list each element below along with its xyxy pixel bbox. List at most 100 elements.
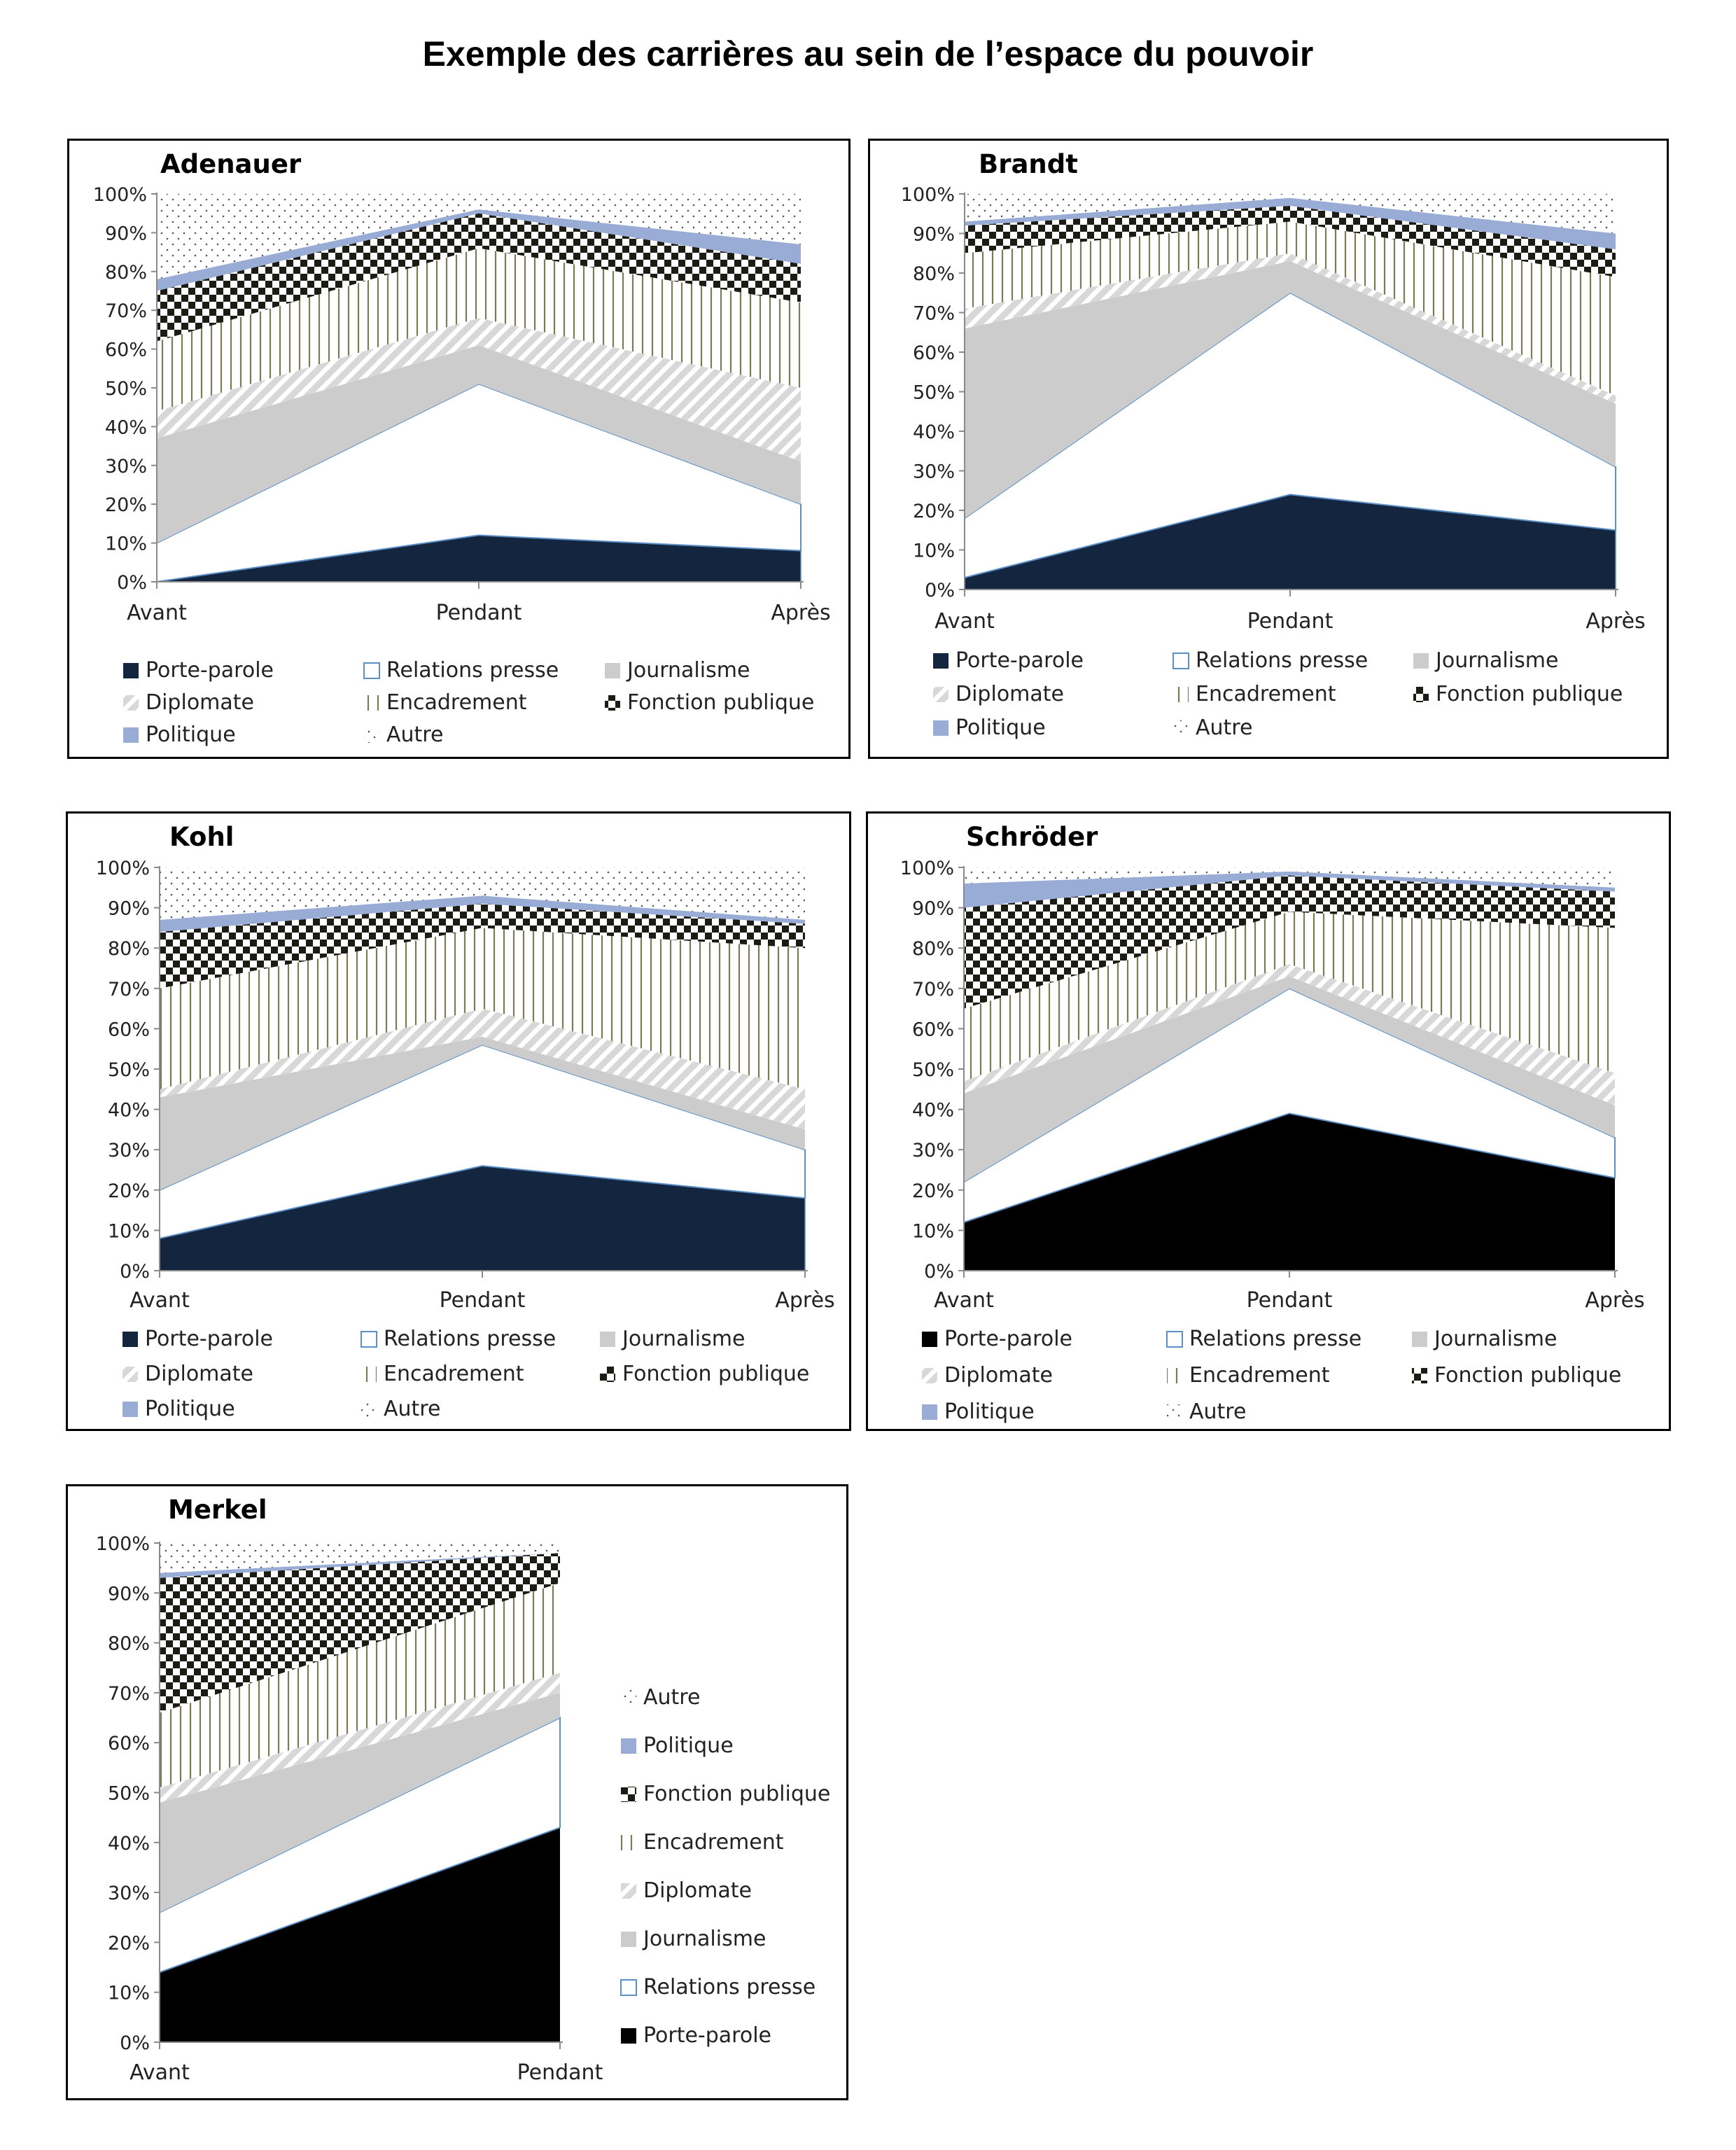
legend-label-porte-parole: Porte-parole [145,1327,273,1351]
y-tick-label: 30% [108,1883,150,1904]
y-tick-label: 60% [913,342,955,364]
legend-label-diplomate: Diplomate [146,690,254,715]
legend-label-porte-parole: Porte-parole [146,658,274,683]
area-politique [965,197,1616,250]
area-journalisme [157,345,801,543]
y-tick-label: 30% [913,461,955,483]
x-tick-label-avant: Avant [934,609,995,634]
y-tick-label: 40% [912,1100,954,1122]
legend-label-fonction-publique: Fonction publique [643,1782,830,1806]
y-tick-label: 90% [912,898,954,920]
legend-swatch-porte-parole [933,653,948,669]
legend-label-encadrement: Encadrement [384,1362,524,1386]
page-title: Exemple des carrières au sein de l’espac… [422,34,1314,74]
legend-swatch-encadrement [1167,1368,1182,1383]
legend-label-autre: Autre [1189,1399,1246,1424]
area-fonction-publique [157,213,801,342]
legend-swatch-diplomate [933,687,948,702]
chart-panel-adenauer: Adenauer 0% 10% 20% 30% 40% 50% 60% 70% 80% 90% 100… [67,139,850,759]
legend-swatch-encadrement [621,1835,636,1850]
y-tick-label: 100% [96,858,150,879]
y-tick-label: 0% [924,1261,954,1283]
legend-swatch-politique [922,1404,937,1420]
y-tick-label: 100% [93,184,147,206]
y-tick-label: 20% [912,1180,954,1202]
area-politique [964,871,1615,908]
area-autre [964,867,1615,888]
area-encadrement [157,248,801,412]
area-journalisme [160,1036,805,1190]
chart-title-merkel: Merkel [168,1495,267,1525]
legend-label-relations-presse: Relations presse [1189,1327,1362,1351]
legend-swatch-relations-presse [1166,1331,1183,1348]
legend-label-politique: Politique [643,1733,734,1758]
legend-label-relations-presse: Relations presse [384,1327,556,1351]
chart-title-adenauer: Adenauer [160,149,302,179]
legend: Porte-parole Relations presse Journalisme D… [123,658,814,747]
legend-label-diplomate: Diplomate [643,1878,752,1903]
area-autre [965,194,1616,234]
x-tick-label-pendant: Pendant [440,1288,526,1313]
legend-label-fonction-publique: Fonction publique [622,1362,809,1386]
area-series-group [156,194,802,583]
y-tick-label: 60% [108,1733,150,1754]
legend-swatch-autre [364,727,379,743]
y-tick-label: 60% [105,340,147,361]
chart-title-schroeder: Schröder [966,822,1098,852]
y-tick-label: 30% [108,1140,150,1161]
chart-panel-schroeder: Schröder 0% 10% 20% 30% 40% 50% 60% 70% 80% 90% 100… [866,811,1671,1431]
y-tick-label: 50% [105,378,147,400]
legend-label-autre: Autre [643,1685,700,1710]
chart-panel-brandt: Brandt 0% 10% 20% 30% 40% 50% 60% 70% 80% 90% 100% A… [868,139,1669,759]
area-series-group [964,194,1616,590]
y-tick-label: 20% [105,494,147,516]
y-tick-label: 90% [105,223,147,244]
y-tick-label: 40% [105,417,147,438]
area-fonction-publique [964,875,1615,1009]
y-tick-label: 0% [120,1261,150,1283]
x-tick-label-avant: Avant [130,2060,190,2085]
y-tick-label: 50% [108,1059,150,1081]
y-tick-label: 0% [120,2032,150,2054]
area-porte-parole [964,1113,1615,1271]
legend-swatch-encadrement [361,1367,377,1382]
y-tick-label: 100% [901,184,955,206]
legend-label-relations-presse: Relations presse [1196,648,1368,673]
legend-swatch-autre [1173,720,1189,736]
y-tick-label: 20% [108,1932,150,1954]
legend-label-relations-presse: Relations presse [386,658,559,683]
chart-svg-kohl: Kohl 0% 10% 20% 30% 40% 50% 60% 70% 80% 90% 100% Ava… [96,822,835,1421]
legend-swatch-fonction-publique [1413,687,1429,702]
y-tick-label: 60% [108,1019,150,1040]
legend-label-autre: Autre [1196,715,1252,740]
legend-swatch-politique [621,1738,636,1754]
chart-title-kohl: Kohl [169,822,234,852]
y-tick-label: 80% [912,938,954,960]
x-tick-label-apres: Après [771,601,830,625]
legend-swatch-encadrement [364,695,379,711]
y-tick-label: 60% [912,1019,954,1040]
y-tick-label: 80% [913,263,955,285]
legend-swatch-porte-parole [122,1332,138,1347]
legend-swatch-relations-presse [363,662,380,679]
y-tick-label: 40% [108,1100,150,1122]
area-encadrement [965,221,1616,396]
y-tick-label: 20% [108,1180,150,1202]
area-journalisme [965,261,1616,519]
legend-label-journalisme: Journalisme [621,1327,745,1351]
y-tick-label: 90% [108,898,150,920]
legend-swatch-journalisme [621,1932,636,1947]
y-tick-label: 100% [96,1533,150,1555]
y-tick-label: 100% [900,858,954,879]
legend-label-porte-parole: Porte-parole [643,2023,771,2048]
y-tick-label: 50% [108,1783,150,1805]
area-encadrement [964,912,1615,1082]
y-tick-label: 10% [108,1220,150,1242]
legend-label-fonction-publique: Fonction publique [1434,1363,1621,1388]
y-tick-label: 10% [912,1220,954,1242]
area-autre [160,867,805,920]
legend-swatch-porte-parole [621,2028,636,2044]
legend-swatch-relations-presse [620,1979,637,1996]
legend-label-diplomate: Diplomate [955,682,1064,706]
area-diplomate [964,964,1615,1105]
